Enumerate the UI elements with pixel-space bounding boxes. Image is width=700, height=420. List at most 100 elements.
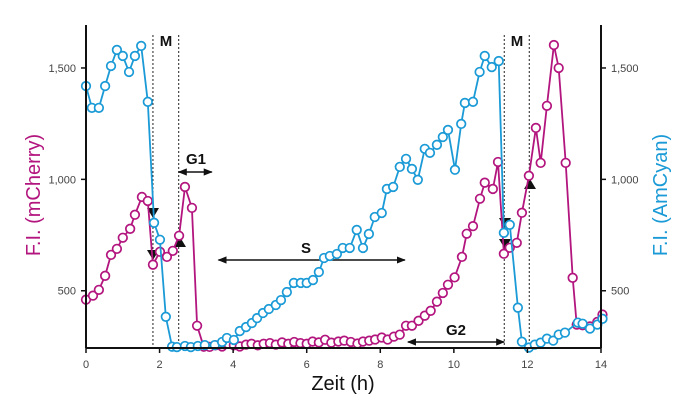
data-point-mCherry <box>456 251 468 263</box>
y-axis-label-left: F.I. (mCherry) <box>23 134 45 256</box>
data-point-mCherry <box>553 62 564 74</box>
data-point-mCherry <box>479 177 490 188</box>
data-point-mCherry <box>179 181 191 193</box>
y-tick-label-right: 1,500 <box>611 63 639 75</box>
m-label-2: M <box>511 33 524 50</box>
data-point-mCherry <box>142 195 153 207</box>
y-tick-label-right: 500 <box>611 286 629 298</box>
y-axis-label-right: F.I. (AmCyan) <box>650 134 672 256</box>
data-point-mCherry <box>511 237 522 248</box>
x-tick-label: 6 <box>304 359 310 371</box>
data-point-AmCyan <box>376 207 387 219</box>
data-point-AmCyan <box>99 80 111 92</box>
data-point-AmCyan <box>479 50 490 62</box>
x-tick-label: 12 <box>521 359 533 371</box>
y-tick-label-left: 1,500 <box>48 63 76 75</box>
data-point-mCherry <box>474 193 486 204</box>
data-point-mCherry <box>161 251 173 263</box>
x-tick-label: 0 <box>83 359 89 371</box>
y-tick-label-left: 1,000 <box>48 174 76 186</box>
data-point-mCherry <box>425 305 436 316</box>
data-point-mCherry <box>105 249 117 261</box>
data-point-AmCyan <box>142 96 153 107</box>
data-point-mCherry <box>516 207 528 218</box>
data-point-mCherry <box>487 183 499 195</box>
data-point-AmCyan <box>93 102 105 113</box>
x-axis-label: Zeit (h) <box>311 373 374 395</box>
x-tick-label: 4 <box>230 359 236 371</box>
data-point-mCherry <box>99 270 111 281</box>
series-line-mCherry <box>85 44 604 348</box>
g2-label: G2 <box>446 322 466 339</box>
data-point-AmCyan <box>105 60 117 72</box>
data-point-AmCyan <box>559 327 571 338</box>
data-point-mCherry <box>523 170 535 181</box>
data-point-AmCyan <box>498 227 510 238</box>
data-point-AmCyan <box>129 50 141 62</box>
data-point-mCherry <box>191 320 203 331</box>
data-point-AmCyan <box>154 234 166 245</box>
data-point-AmCyan <box>275 294 287 306</box>
x-tick-label: 10 <box>448 359 460 371</box>
y-tick-label-left: 500 <box>58 286 76 298</box>
data-point-AmCyan <box>406 163 418 175</box>
data-point-AmCyan <box>111 44 123 56</box>
up-triangle-marker <box>174 237 186 247</box>
data-point-mCherry <box>111 243 123 255</box>
data-point-mCherry <box>461 228 472 239</box>
data-point-mCherry <box>167 245 178 257</box>
data-point-mCherry <box>560 157 571 169</box>
x-tick-label: 8 <box>377 359 383 371</box>
data-point-mCherry <box>406 320 418 331</box>
data-point-AmCyan <box>504 219 515 230</box>
data-point-mCherry <box>394 329 405 340</box>
data-point-mCherry <box>449 272 460 283</box>
data-point-AmCyan <box>456 118 467 130</box>
data-point-AmCyan <box>597 313 608 324</box>
data-point-mCherry <box>93 284 105 296</box>
m-label-1: M <box>160 33 173 50</box>
data-point-AmCyan <box>388 181 399 193</box>
data-point-mCherry <box>117 232 128 243</box>
data-point-mCherry <box>442 279 454 290</box>
data-point-AmCyan <box>123 66 135 78</box>
data-point-AmCyan <box>577 318 588 329</box>
data-point-mCherry <box>147 259 159 270</box>
data-point-mCherry <box>530 122 542 134</box>
data-point-mCherry <box>186 202 198 214</box>
data-point-AmCyan <box>136 40 147 52</box>
data-point-AmCyan <box>357 242 369 254</box>
data-point-AmCyan <box>281 286 293 298</box>
data-point-mCherry <box>541 100 553 111</box>
data-point-AmCyan <box>148 217 160 228</box>
data-point-AmCyan <box>160 311 171 322</box>
data-point-mCherry <box>129 209 141 220</box>
data-point-AmCyan <box>313 266 325 278</box>
data-point-AmCyan <box>400 153 412 165</box>
data-point-AmCyan <box>516 336 528 347</box>
data-point-AmCyan <box>442 124 454 136</box>
x-tick-label: 2 <box>157 359 163 371</box>
series-layer <box>80 39 608 353</box>
data-point-AmCyan <box>117 50 128 62</box>
data-point-AmCyan <box>431 139 443 150</box>
data-point-AmCyan <box>363 228 375 240</box>
data-point-mCherry <box>87 290 99 301</box>
data-point-AmCyan <box>449 164 461 175</box>
data-point-AmCyan <box>459 97 471 109</box>
data-point-AmCyan <box>228 334 240 346</box>
data-point-AmCyan <box>424 147 436 158</box>
data-point-AmCyan <box>474 66 485 78</box>
data-point-mCherry <box>498 248 510 259</box>
data-point-AmCyan <box>394 161 405 173</box>
data-point-mCherry <box>431 296 443 307</box>
x-tick-label: 14 <box>595 359 607 371</box>
data-point-mCherry <box>173 230 185 241</box>
data-point-mCherry <box>548 39 560 51</box>
s-label: S <box>301 240 311 257</box>
axes: 0 2 4 6 8 10 12 14 500 1,000 1,500 500 1,000 1,500 <box>48 25 639 371</box>
data-point-AmCyan <box>412 174 423 185</box>
data-point-mCherry <box>467 220 479 232</box>
data-point-mCherry <box>124 223 136 234</box>
